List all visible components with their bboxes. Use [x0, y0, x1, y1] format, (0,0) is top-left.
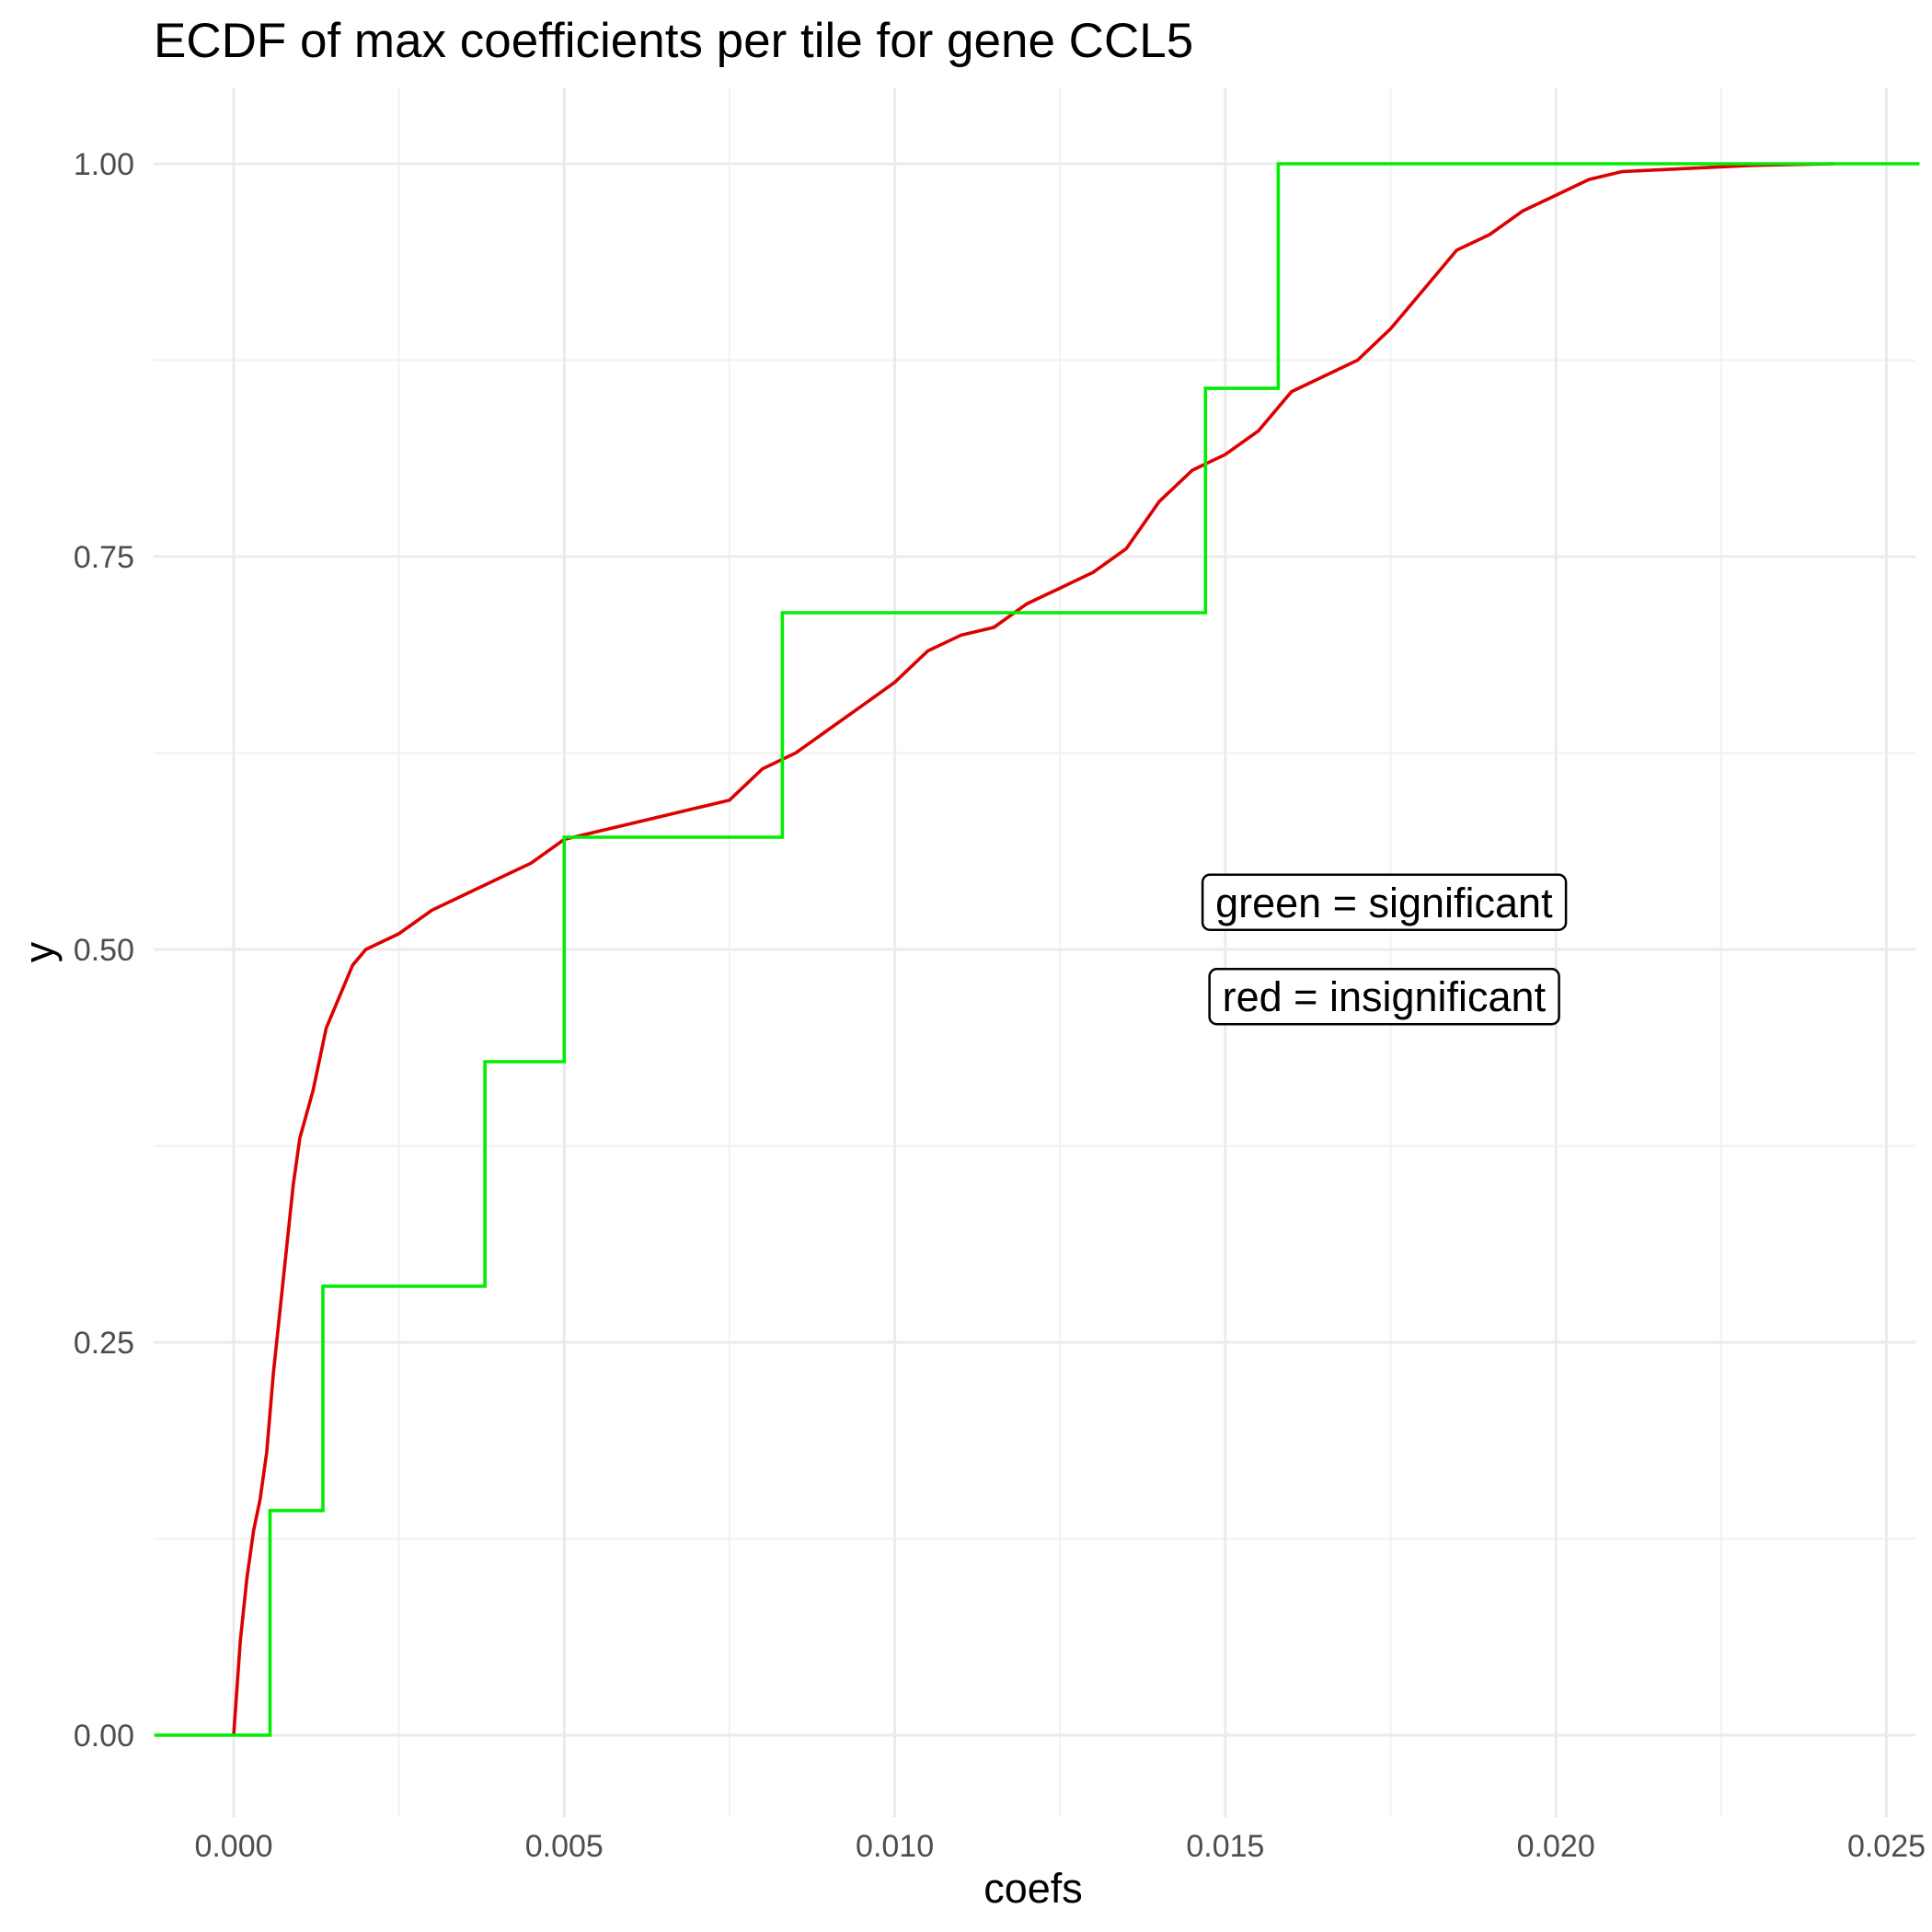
x-tick-label: 0.020	[1517, 1829, 1595, 1864]
x-tick-label: 0.015	[1186, 1829, 1264, 1864]
annotation-box	[1208, 967, 1560, 1026]
annotation-label: green = significant	[1201, 873, 1568, 932]
x-tick-label: 0.000	[194, 1829, 272, 1864]
x-tick-label: 0.025	[1847, 1829, 1926, 1864]
y-tick-label: 0.00	[74, 1719, 134, 1754]
series-layer	[154, 162, 1920, 1737]
y-axis-title: y	[16, 941, 63, 962]
x-tick-labels: 0.000 0.005 0.010 0.015 0.020 0.025	[194, 1829, 1926, 1864]
series-line-green	[154, 162, 1920, 1737]
y-tick-label: 1.00	[74, 147, 134, 182]
series-line-red	[232, 162, 1834, 1736]
annotation-box	[1201, 873, 1568, 932]
x-tick-label: 0.010	[856, 1829, 934, 1864]
minor-gridlines	[154, 87, 1915, 1817]
y-tick-label: 0.75	[74, 540, 134, 575]
y-tick-label: 0.50	[74, 933, 134, 968]
annotation-text: red = insignificant	[1223, 973, 1547, 1020]
major-gridlines	[154, 87, 1915, 1817]
annotations: green = significant red = insignificant	[1201, 873, 1568, 1026]
annotation-label: red = insignificant	[1208, 967, 1560, 1026]
x-tick-label: 0.005	[525, 1829, 604, 1864]
y-tick-labels: 0.00 0.25 0.50 0.75 1.00	[74, 147, 134, 1754]
x-axis-title: coefs	[983, 1865, 1083, 1912]
annotation-text: green = significant	[1215, 880, 1553, 926]
chart-title: ECDF of max coefficients per tile for ge…	[154, 14, 1193, 68]
y-tick-label: 0.25	[74, 1326, 134, 1361]
